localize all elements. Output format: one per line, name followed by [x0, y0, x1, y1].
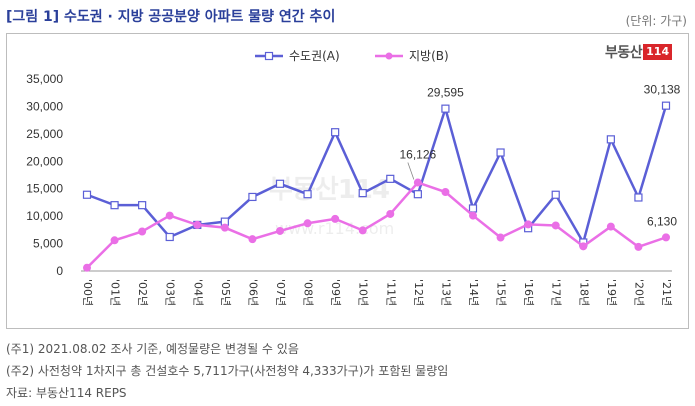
x-tick-label: '13년: [439, 279, 452, 306]
x-tick-label: '15년: [495, 279, 508, 306]
x-tick-label: '08년: [302, 279, 315, 306]
series-line: [86, 181, 667, 269]
data-point: [303, 219, 312, 228]
logo-number: 114: [643, 44, 673, 60]
legend-marker: [264, 51, 274, 61]
data-label: 6,130: [647, 214, 677, 228]
footnotes: (주1) 2021.08.02 조사 기준, 예정물량은 변경될 수 있음 (주…: [6, 338, 448, 404]
data-point: [551, 190, 560, 199]
data-point: [413, 190, 422, 199]
x-tick-label: '07년: [274, 279, 287, 306]
data-point: [303, 190, 312, 199]
x-tick-label: '18년: [577, 279, 590, 306]
data-point: [138, 227, 147, 236]
data-point: [358, 189, 367, 198]
data-point: [606, 135, 615, 144]
x-tick-label: '12년: [412, 279, 425, 306]
data-point: [551, 221, 560, 230]
data-point: [524, 220, 533, 229]
y-tick-label: 10,000: [26, 209, 63, 223]
data-point: [496, 233, 505, 242]
data-point: [634, 193, 643, 202]
y-tick-label: 35,000: [26, 72, 63, 86]
x-tick-label: '21년: [660, 279, 673, 306]
x-tick-label: '10년: [357, 279, 370, 306]
y-tick-label: 20,000: [26, 154, 63, 168]
data-point: [661, 101, 671, 110]
source-note: 자료: 부동산114 REPS: [6, 386, 127, 400]
data-point: [165, 232, 174, 242]
brand-logo: 부동산 114: [605, 42, 673, 62]
data-point: [165, 211, 174, 220]
x-tick-label: '02년: [136, 279, 149, 306]
data-point: [248, 235, 257, 244]
data-point: [248, 192, 257, 202]
legend-label: 수도권(A): [289, 49, 340, 63]
footnote-2: (주2) 사전청약 1차지구 총 건설호수 5,711가구(사전청약 4,333…: [6, 364, 449, 378]
x-tick-label: '03년: [164, 279, 177, 306]
line-chart: 0 5,000 10,000 15,000 20,000 25,000 30,000 35,0…: [26, 49, 681, 306]
y-tick-label: 30,000: [26, 99, 63, 113]
legend-label: 지방(B): [409, 49, 449, 63]
y-tick-label: 5,000: [33, 237, 63, 251]
data-point: [110, 201, 119, 210]
x-tick-label: '19년: [605, 279, 618, 306]
logo-text: 부동산: [605, 45, 643, 61]
data-point: [386, 209, 395, 218]
data-point: [83, 263, 91, 272]
x-tick-label: '09년: [329, 279, 342, 306]
unit-label: (단위: 가구): [625, 14, 687, 28]
x-tick-label: '20년: [632, 279, 645, 306]
data-point: [496, 148, 505, 157]
data-point: [193, 220, 202, 229]
y-tick-label: 25,000: [26, 127, 63, 141]
data-point: [358, 226, 367, 235]
data-point: [386, 174, 395, 183]
data-point: [441, 104, 450, 113]
data-point: [275, 179, 285, 188]
x-tick-label: '05년: [219, 279, 232, 306]
x-tick-label: '00년: [81, 279, 94, 306]
x-tick-label: '01년: [109, 279, 122, 306]
data-point: [331, 214, 340, 223]
data-point: [662, 233, 670, 242]
legend-marker: [385, 52, 393, 60]
data-point: [413, 178, 422, 187]
data-point: [82, 190, 92, 199]
x-tick-label: '14년: [467, 279, 480, 306]
data-point: [441, 188, 450, 197]
series-line: [86, 104, 668, 246]
footnote-1: (주1) 2021.08.02 조사 기준, 예정물량은 변경될 수 있음: [6, 342, 299, 356]
data-label: 16,126: [400, 148, 437, 162]
y-tick-label: 15,000: [26, 182, 63, 196]
x-tick-label: '04년: [191, 279, 204, 306]
label-leader: [407, 162, 415, 180]
data-point: [579, 242, 588, 251]
data-point: [220, 223, 229, 232]
y-tick-label: 0: [56, 264, 63, 278]
data-point: [138, 201, 147, 210]
chart-title: [그림 1] 수도권 · 지방 공공분양 아파트 물량 연간 추이: [6, 9, 336, 25]
chart-frame: 부동산114 www.r114.com 0 5,000 10,000 15,000 20…: [6, 33, 689, 329]
data-point: [469, 211, 477, 220]
data-point: [110, 236, 119, 245]
data-point: [331, 128, 340, 137]
x-tick-label: '16년: [522, 279, 535, 306]
data-point: [468, 204, 478, 213]
data-point: [634, 242, 643, 251]
x-tick-label: '06년: [246, 279, 259, 306]
data-label: 29,595: [427, 86, 464, 100]
data-point: [606, 222, 615, 231]
data-point: [276, 226, 284, 235]
data-label: 30,138: [644, 83, 681, 97]
x-tick-label: '17년: [550, 279, 563, 306]
x-tick-label: '11년: [384, 279, 397, 306]
